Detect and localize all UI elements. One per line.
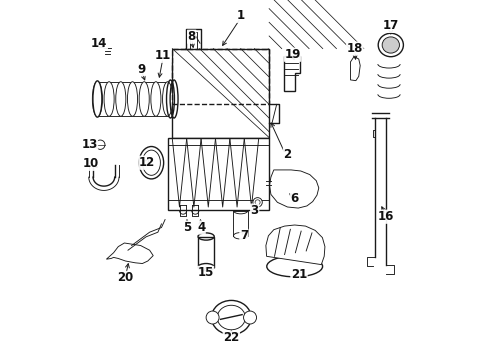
Ellipse shape bbox=[217, 305, 245, 330]
Ellipse shape bbox=[92, 82, 102, 116]
Circle shape bbox=[244, 311, 257, 324]
Ellipse shape bbox=[267, 256, 322, 277]
Polygon shape bbox=[350, 57, 360, 81]
Ellipse shape bbox=[104, 82, 114, 116]
Polygon shape bbox=[284, 56, 300, 91]
Text: 17: 17 bbox=[383, 19, 399, 32]
Text: 8: 8 bbox=[188, 30, 196, 43]
Text: 12: 12 bbox=[139, 156, 155, 169]
Text: 22: 22 bbox=[223, 331, 240, 344]
Text: 9: 9 bbox=[138, 63, 146, 76]
Text: 13: 13 bbox=[81, 138, 98, 151]
Ellipse shape bbox=[198, 233, 214, 240]
Circle shape bbox=[255, 200, 260, 205]
Polygon shape bbox=[270, 170, 319, 208]
Polygon shape bbox=[172, 49, 269, 138]
Ellipse shape bbox=[378, 33, 403, 57]
Circle shape bbox=[96, 140, 105, 149]
Ellipse shape bbox=[198, 264, 214, 271]
Text: 14: 14 bbox=[91, 37, 107, 50]
Circle shape bbox=[253, 198, 262, 207]
Text: 20: 20 bbox=[118, 271, 134, 284]
Ellipse shape bbox=[233, 233, 248, 239]
Polygon shape bbox=[168, 138, 269, 210]
Text: 21: 21 bbox=[291, 268, 307, 281]
Circle shape bbox=[206, 311, 219, 324]
Text: 3: 3 bbox=[251, 204, 259, 217]
Circle shape bbox=[179, 207, 187, 214]
Ellipse shape bbox=[151, 82, 161, 116]
Text: 5: 5 bbox=[183, 221, 192, 234]
Ellipse shape bbox=[382, 37, 399, 53]
Polygon shape bbox=[106, 243, 153, 264]
Ellipse shape bbox=[163, 82, 172, 116]
Circle shape bbox=[192, 207, 199, 214]
Ellipse shape bbox=[143, 150, 160, 175]
Text: 15: 15 bbox=[197, 266, 214, 279]
Text: 1: 1 bbox=[237, 9, 245, 22]
Text: 16: 16 bbox=[378, 210, 394, 223]
Text: 7: 7 bbox=[240, 229, 248, 242]
Text: 19: 19 bbox=[284, 48, 301, 61]
Ellipse shape bbox=[93, 81, 102, 117]
Text: 6: 6 bbox=[290, 192, 298, 205]
Ellipse shape bbox=[233, 207, 248, 214]
Ellipse shape bbox=[127, 82, 138, 116]
Ellipse shape bbox=[139, 82, 149, 116]
Text: 2: 2 bbox=[283, 148, 292, 161]
Text: 18: 18 bbox=[346, 42, 363, 55]
Ellipse shape bbox=[139, 147, 164, 179]
Ellipse shape bbox=[212, 300, 251, 335]
Text: 11: 11 bbox=[155, 49, 171, 62]
Ellipse shape bbox=[116, 82, 126, 116]
Text: 4: 4 bbox=[197, 221, 205, 234]
Polygon shape bbox=[266, 225, 325, 265]
Text: 10: 10 bbox=[83, 157, 99, 170]
